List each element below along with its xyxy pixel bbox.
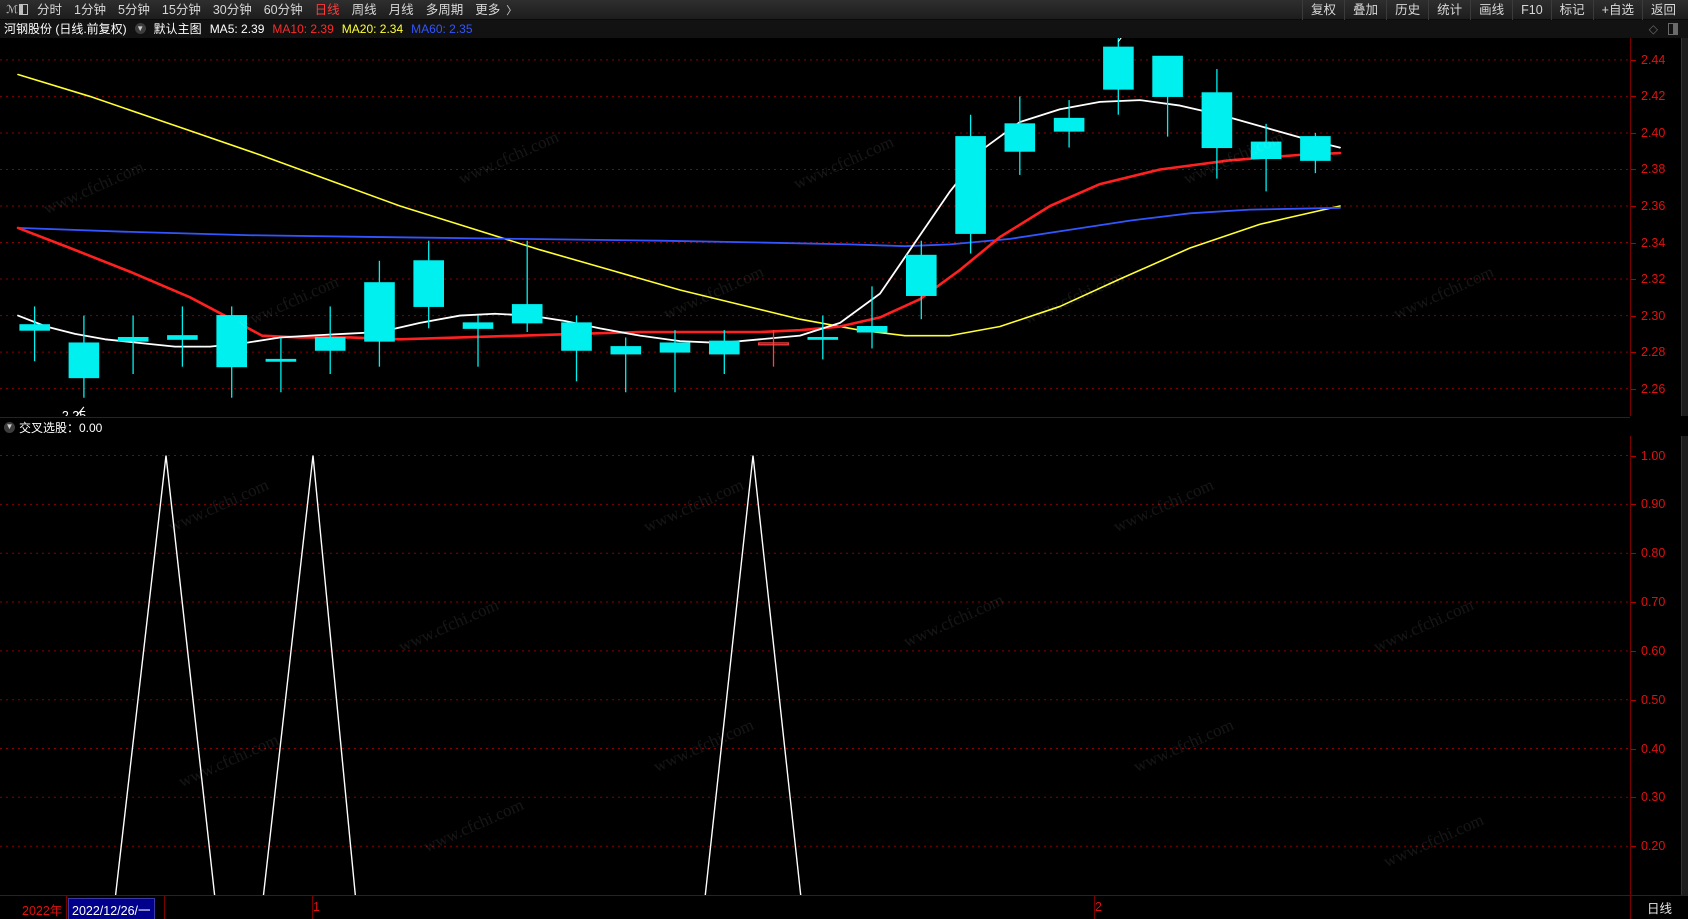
- price-axis-label: 2.42: [1641, 89, 1666, 104]
- period-indicator[interactable]: 日线: [1630, 895, 1688, 919]
- price-axis-label: 2.34: [1641, 235, 1666, 250]
- period-tab-multi[interactable]: 多周期: [425, 2, 464, 17]
- price-axis-label: 2.30: [1641, 308, 1666, 323]
- indicator-axis-label: 0.40: [1641, 741, 1666, 756]
- price-axis-tick: [1631, 352, 1636, 354]
- price-axis-label: 2.40: [1641, 125, 1666, 140]
- date-mark-label-2: 2: [1095, 900, 1102, 914]
- low-price-marker: 2.25: [61, 408, 87, 416]
- indicator-axis-label: 0.50: [1641, 692, 1666, 707]
- date-tick: [66, 896, 67, 919]
- indicator-axis-scrollbar[interactable]: [1681, 436, 1688, 895]
- price-axis-tick: [1631, 388, 1636, 390]
- date-tick: [312, 896, 313, 919]
- button-huaxian[interactable]: 画线: [1470, 0, 1512, 20]
- indicator-axis-tick: [1631, 650, 1636, 652]
- price-axis-tick: [1631, 279, 1636, 281]
- button-diejia[interactable]: 叠加: [1344, 0, 1386, 20]
- split-panel-icon[interactable]: [1668, 22, 1678, 35]
- ma20-legend: MA20: 2.34: [341, 21, 404, 36]
- infobar-right-icons: ◇: [1649, 22, 1688, 36]
- indicator-title: 交叉选股：0.00: [19, 420, 103, 435]
- indicator-axis-tick: [1631, 553, 1636, 555]
- top-toolbar: ℳ 分时 1分钟 5分钟 15分钟 30分钟 60分钟 日线 周线 月线 多周期…: [0, 0, 1688, 20]
- chevron-down-circle-icon[interactable]: ▼: [134, 23, 146, 34]
- button-lishi[interactable]: 历史: [1386, 0, 1428, 20]
- period-tab-60min[interactable]: 60分钟: [263, 2, 303, 17]
- period-tab-monthly[interactable]: 月线: [388, 2, 414, 17]
- diamond-icon[interactable]: ◇: [1648, 21, 1658, 36]
- price-axis-main[interactable]: 2.44 2.42 2.40 2.38 2.36 2.34 2.32 2.30 2.28 2.26: [1630, 38, 1688, 416]
- price-axis-indicator[interactable]: 1.00 0.90 0.80 0.70 0.60 0.50 0.40 0.30 0.20: [1630, 436, 1688, 895]
- window-restore-icon[interactable]: ℳ: [5, 2, 29, 18]
- indicator-axis-label: 0.60: [1641, 643, 1666, 658]
- button-fuquan[interactable]: 复权: [1302, 0, 1344, 20]
- indicator-axis-label: 0.20: [1641, 839, 1666, 854]
- price-axis-tick: [1631, 96, 1636, 98]
- date-mark-label-1: 1: [313, 900, 320, 914]
- indicator-axis-tick: [1631, 699, 1636, 701]
- price-axis-tick: [1631, 242, 1636, 244]
- indicator-chart: [0, 455, 1630, 895]
- chevron-right-icon[interactable]: 〉: [506, 4, 518, 17]
- period-tab-15min[interactable]: 15分钟: [161, 2, 201, 17]
- chart-scheme-label[interactable]: 默认主图: [153, 22, 202, 36]
- ma5-legend: MA5: 2.39: [209, 21, 265, 36]
- price-axis-label: 2.38: [1641, 162, 1666, 177]
- period-tab-30min[interactable]: 30分钟: [212, 2, 252, 17]
- period-tab-daily[interactable]: 日线: [314, 2, 340, 17]
- indicator-axis-tick: [1631, 797, 1636, 799]
- price-axis-label: 2.36: [1641, 199, 1666, 213]
- date-axis[interactable]: 2022年 2022/12/26/一 1 2: [0, 895, 1688, 919]
- indicator-axis-label: 0.30: [1641, 790, 1666, 805]
- indicator-title-bar: ▼ 交叉选股：0.00: [0, 417, 1630, 436]
- button-back[interactable]: 返回: [1641, 0, 1684, 20]
- button-f10[interactable]: F10: [1512, 0, 1551, 20]
- price-axis-tick: [1631, 169, 1636, 171]
- stock-title: 河钢股份 (日线.前复权): [4, 22, 127, 36]
- indicator-axis-tick: [1631, 504, 1636, 506]
- date-tick: [1094, 896, 1095, 919]
- ma60-legend: MA60: 2.35: [411, 21, 473, 36]
- selected-date-label: 2022/12/26/一: [68, 898, 155, 919]
- period-tab-more[interactable]: 更多: [475, 2, 501, 17]
- price-axis-tick: [1631, 315, 1636, 317]
- price-axis-label: 2.28: [1641, 345, 1666, 360]
- chevron-down-circle-icon[interactable]: ▼: [4, 421, 15, 433]
- price-axis-label: 2.32: [1641, 272, 1666, 287]
- period-tab-5min[interactable]: 5分钟: [117, 2, 150, 17]
- main-candlestick-pane[interactable]: www.cfchi.com www.cfchi.com www.cfchi.co…: [0, 38, 1630, 416]
- ma10-legend: MA10: 2.39: [272, 21, 334, 36]
- indicator-axis-label: 0.80: [1641, 546, 1666, 561]
- date-tick: [164, 896, 165, 919]
- candlestick-chart: [0, 38, 1630, 416]
- button-biaoji[interactable]: 标记: [1550, 0, 1593, 20]
- price-axis-tick: [1631, 59, 1636, 61]
- indicator-axis-tick: [1631, 602, 1636, 604]
- indicator-axis-label: 0.70: [1641, 595, 1666, 610]
- price-axis-scrollbar[interactable]: [1681, 38, 1688, 416]
- button-tongji[interactable]: 统计: [1428, 0, 1470, 20]
- indicator-axis-tick: [1631, 455, 1636, 457]
- price-axis-tick: [1631, 132, 1636, 134]
- indicator-axis-tick: [1631, 748, 1636, 750]
- indicator-axis-tick: [1631, 846, 1636, 848]
- price-axis-label: 2.26: [1641, 381, 1666, 396]
- chart-info-bar: 河钢股份 (日线.前复权) ▼ 默认主图 MA5: 2.39 MA10: 2.3…: [0, 20, 1688, 38]
- toolbar-left-group: ℳ 分时 1分钟 5分钟 15分钟 30分钟 60分钟 日线 周线 月线 多周期…: [0, 0, 517, 20]
- indicator-axis-label: 1.00: [1641, 448, 1666, 463]
- indicator-pane[interactable]: www.cfchi.com www.cfchi.com www.cfchi.co…: [0, 436, 1630, 895]
- period-tab-1min[interactable]: 1分钟: [74, 2, 106, 17]
- toolbar-right-group: 复权 叠加 历史 统计 画线 F10 标记 +自选 返回: [1302, 0, 1688, 20]
- date-year-label: 2022年: [22, 904, 63, 918]
- indicator-axis-label: 0.90: [1641, 497, 1666, 512]
- period-tab-weekly[interactable]: 周线: [351, 2, 377, 17]
- period-tab-fenshi[interactable]: 分时: [37, 2, 63, 17]
- button-add-watchlist[interactable]: +自选: [1592, 0, 1642, 20]
- price-axis-tick: [1631, 206, 1636, 207]
- price-axis-label: 2.44: [1641, 52, 1666, 67]
